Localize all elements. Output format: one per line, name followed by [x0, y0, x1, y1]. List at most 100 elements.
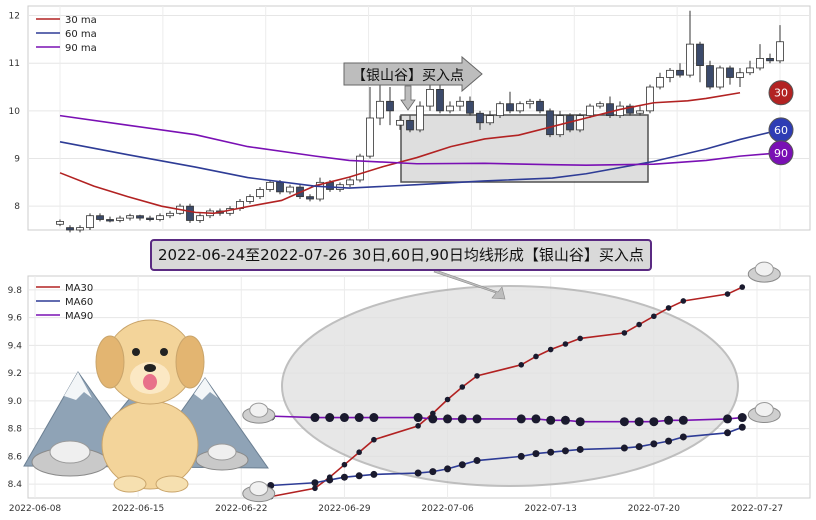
- ma-point: [738, 423, 746, 431]
- ma-point: [575, 417, 585, 427]
- ma-point: [546, 415, 556, 425]
- ma-point: [356, 449, 362, 456]
- candle-body: [156, 215, 164, 220]
- candle-body: [96, 215, 104, 220]
- ma-point: [621, 330, 628, 336]
- candle-body: [666, 69, 674, 78]
- ma-point: [635, 443, 643, 451]
- candle-body: [386, 100, 394, 112]
- pointer-arrow-icon: [433, 269, 506, 300]
- silver-ingot-icon: [754, 261, 774, 277]
- ma-point: [619, 417, 629, 427]
- legend-label-90ma: 90 ma: [65, 43, 97, 54]
- bottom-x-tick-label: 2022-06-22: [215, 504, 267, 514]
- top-legend: 30 ma 60 ma 90 ma: [36, 15, 97, 54]
- top-y-axis: 8 9 10 11 12: [9, 12, 21, 213]
- top-ma-lines: [59, 91, 781, 215]
- candle-body: [146, 217, 154, 220]
- candle-body: [106, 219, 114, 222]
- ma-point: [739, 284, 746, 290]
- candle-body: [546, 110, 554, 136]
- candle-body: [456, 100, 464, 107]
- ma-point: [577, 335, 583, 342]
- ma-point: [650, 440, 658, 448]
- banner-title: 2022-06-24至2022-07-26 30日,60日,90日均线形成【银山…: [150, 239, 652, 271]
- candle-body: [406, 119, 414, 131]
- ma-point: [737, 413, 747, 423]
- candle-body: [256, 189, 264, 198]
- candle-body: [416, 105, 424, 131]
- top-y-tick-label: 12: [9, 12, 20, 22]
- ma-point: [634, 417, 644, 427]
- candle-body: [506, 103, 514, 112]
- ma-point: [517, 452, 525, 460]
- ma-point: [310, 413, 320, 423]
- bottom-y-tick-label: 9.0: [8, 397, 23, 407]
- ma-point: [473, 457, 481, 465]
- candle-body: [626, 105, 634, 114]
- top-y-tick-label: 11: [9, 59, 20, 69]
- candles: [56, 10, 784, 233]
- bottom-y-tick-label: 9.6: [8, 314, 23, 324]
- bottom-y-tick-label: 9.2: [8, 369, 22, 379]
- ma-point: [472, 414, 482, 424]
- bottom-x-tick-label: 2022-07-06: [421, 504, 474, 514]
- silver-ingot-icon: [31, 440, 249, 477]
- candle-body: [136, 215, 144, 219]
- buy-point-arrow: 【银山谷】买入点: [343, 55, 483, 111]
- candle-body: [306, 196, 314, 200]
- candle-body: [346, 179, 354, 186]
- ma-point: [326, 476, 334, 484]
- ma-badge-label: 60: [774, 124, 788, 137]
- ma-point: [679, 433, 687, 441]
- ma-point: [651, 313, 657, 320]
- candle-body: [126, 215, 134, 219]
- highlight-ellipse: [281, 285, 739, 487]
- ma-point: [547, 346, 554, 353]
- candle-body: [726, 67, 734, 78]
- bottom-x-tick-label: 2022-07-27: [731, 504, 783, 514]
- candle-body: [676, 69, 684, 76]
- candle-body: [536, 100, 544, 112]
- bottom-legend: MA30 MA60 MA90: [36, 283, 93, 322]
- candle-body: [196, 215, 204, 221]
- ma-point: [518, 362, 525, 368]
- ma-point: [636, 321, 642, 328]
- ma-point: [369, 413, 379, 423]
- ma-point: [516, 414, 526, 424]
- candle-body: [736, 72, 744, 78]
- candle-body: [716, 67, 724, 88]
- candle-body: [496, 103, 504, 117]
- ma-point: [458, 461, 466, 469]
- ma-point: [649, 417, 659, 427]
- silver-valley-zone: [400, 114, 649, 183]
- ma-point: [311, 479, 319, 487]
- candle-body: [376, 100, 384, 119]
- ma-line-chart: 8.48.68.89.09.29.49.69.8 2022-06-08 2022-…: [8, 261, 811, 514]
- ma-point: [459, 384, 466, 390]
- ma-badge: [768, 80, 794, 106]
- legend-label-60ma: 60 ma: [65, 29, 97, 40]
- candle-body: [466, 100, 474, 114]
- candle-body: [526, 100, 534, 105]
- bottom-y-tick-label: 9.4: [8, 341, 23, 351]
- ma-point: [576, 445, 584, 453]
- ma-badge: [768, 140, 794, 166]
- ma-point: [533, 353, 539, 360]
- ma-point: [562, 341, 569, 347]
- candle-body: [446, 105, 454, 112]
- candle-body: [586, 105, 594, 117]
- ma-point: [664, 415, 674, 425]
- candle-body: [86, 215, 94, 229]
- ma-point: [457, 414, 467, 424]
- legend-label-30ma: 30 ma: [65, 15, 97, 26]
- candle-body: [746, 67, 754, 74]
- candle-body: [116, 217, 124, 221]
- candle-body: [686, 43, 694, 76]
- candle-body: [76, 227, 84, 231]
- candle-body: [66, 227, 74, 231]
- candle-body: [476, 112, 484, 124]
- candle-body: [516, 103, 524, 112]
- candle-body: [56, 221, 64, 225]
- down-arrow-icon: [400, 85, 416, 111]
